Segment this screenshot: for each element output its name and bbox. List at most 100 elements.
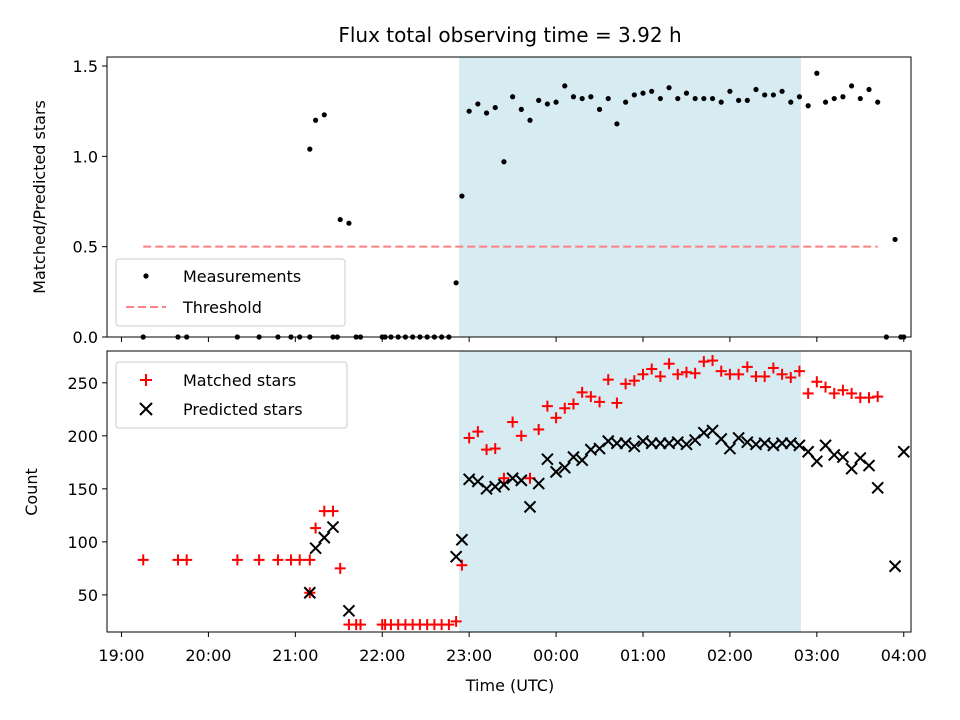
legend-marker-measurements xyxy=(143,273,149,279)
measurement-point xyxy=(346,220,352,226)
matched-star-point xyxy=(767,362,779,374)
matched-star-point xyxy=(863,392,875,404)
predicted-star-point xyxy=(723,442,737,455)
predicted-star-point xyxy=(836,450,850,464)
predicted-star-point xyxy=(567,450,580,464)
matched-star-point xyxy=(327,505,339,517)
measurement-point xyxy=(753,86,759,93)
measurement-point xyxy=(875,99,881,105)
matched-star-point xyxy=(272,554,284,566)
measurement-point xyxy=(831,95,837,102)
matched-star-point xyxy=(550,412,562,424)
bottom-axes-frame xyxy=(106,350,912,633)
matched-star-point xyxy=(181,554,193,566)
y-tick-label: 1.0 xyxy=(73,147,98,166)
y-tick-label: 50 xyxy=(78,586,98,605)
matched-star-point xyxy=(481,444,493,456)
measurement-point xyxy=(475,101,481,107)
matched-star-point xyxy=(654,370,666,382)
measurement-point xyxy=(762,92,768,98)
predicted-star-point xyxy=(628,440,641,453)
measurement-point xyxy=(649,88,655,94)
matched-star-point xyxy=(663,358,675,370)
matched-star-point xyxy=(594,396,606,408)
matched-star-point xyxy=(620,378,632,390)
matched-star-point xyxy=(837,384,849,396)
predicted-star-point xyxy=(532,477,545,490)
matched-star-point xyxy=(646,363,658,375)
y-tick-label: 250 xyxy=(67,374,98,393)
matched-star-point xyxy=(672,368,684,380)
predicted-star-point xyxy=(523,500,537,514)
measurement-point xyxy=(544,101,550,107)
matched-star-point xyxy=(576,386,588,398)
measurement-point xyxy=(788,99,794,105)
measurement-point xyxy=(614,121,620,127)
measurement-point xyxy=(805,103,811,109)
predicted-star-point xyxy=(897,445,910,458)
measurement-point xyxy=(814,70,820,76)
legend-label-matched-stars: Matched stars xyxy=(183,371,296,390)
shaded-interval xyxy=(459,57,801,337)
measurement-point xyxy=(709,95,716,102)
measurement-point xyxy=(483,110,490,116)
predicted-star-point xyxy=(558,461,571,474)
measurement-point xyxy=(518,106,524,112)
predicted-star-point xyxy=(888,560,902,573)
y-tick-label: 150 xyxy=(67,480,98,499)
x-tick-label: 23:00 xyxy=(446,646,492,665)
measurement-point xyxy=(623,99,629,105)
predicted-star-point xyxy=(515,474,528,487)
top-shaded-interval xyxy=(459,57,801,337)
matched-star-point xyxy=(698,356,710,368)
top-y-axis-label: Matched/Predicted stars xyxy=(30,100,49,294)
matched-star-point xyxy=(559,402,571,414)
measurement-point xyxy=(492,104,498,111)
matched-star-point xyxy=(498,472,510,484)
measurement-point xyxy=(466,108,472,114)
measurement-point xyxy=(631,92,637,98)
matched-star-point xyxy=(846,387,858,399)
predicted-star-point xyxy=(541,452,554,466)
measurement-point xyxy=(605,95,611,102)
measurement-point xyxy=(313,117,319,123)
measurement-point xyxy=(849,83,855,89)
measurement-point xyxy=(666,85,672,91)
matched-star-point xyxy=(137,554,149,566)
measurement-point xyxy=(683,90,690,96)
measurement-point xyxy=(657,95,663,102)
x-tick-label: 03:00 xyxy=(794,646,840,665)
measurement-point xyxy=(588,94,594,100)
matched-star-point xyxy=(628,375,640,387)
matched-star-point xyxy=(776,368,788,380)
predicted-star-point xyxy=(342,604,356,617)
bottom-subplot: 50 100 150 200 250 19:00 20:00 21:00 22:00 23:00… xyxy=(22,350,927,695)
bottom-series-layer xyxy=(137,355,910,631)
measurement-point xyxy=(744,97,750,103)
measurement-point xyxy=(307,146,313,152)
top-subplot: 0.0 0.5 1.0 1.5 Matched/Predicted stars Mea… xyxy=(30,56,912,347)
measurement-point xyxy=(718,99,724,105)
matched-star-point xyxy=(443,619,455,631)
bottom-y-ticks: 50 100 150 200 250 xyxy=(67,374,107,605)
matched-star-point xyxy=(715,365,727,377)
measurement-point xyxy=(675,95,681,102)
bottom-y-axis-label: Count xyxy=(22,468,41,516)
predicted-star-point xyxy=(845,462,858,475)
matched-star-point xyxy=(872,391,884,403)
measurement-point xyxy=(779,88,785,94)
matched-star-point xyxy=(304,554,316,566)
x-tick-label: 00:00 xyxy=(533,646,579,665)
matched-star-point xyxy=(733,368,745,380)
matched-star-point xyxy=(785,372,797,384)
predicted-star-point xyxy=(810,455,824,468)
measurement-point xyxy=(640,90,646,96)
measurement-point xyxy=(727,88,733,94)
measurement-point xyxy=(527,117,533,123)
predicted-star-point xyxy=(793,439,806,452)
predicted-star-point xyxy=(318,531,331,544)
predicted-star-point xyxy=(303,586,317,599)
matched-star-point xyxy=(507,416,519,428)
predicted-star-point xyxy=(862,459,876,472)
